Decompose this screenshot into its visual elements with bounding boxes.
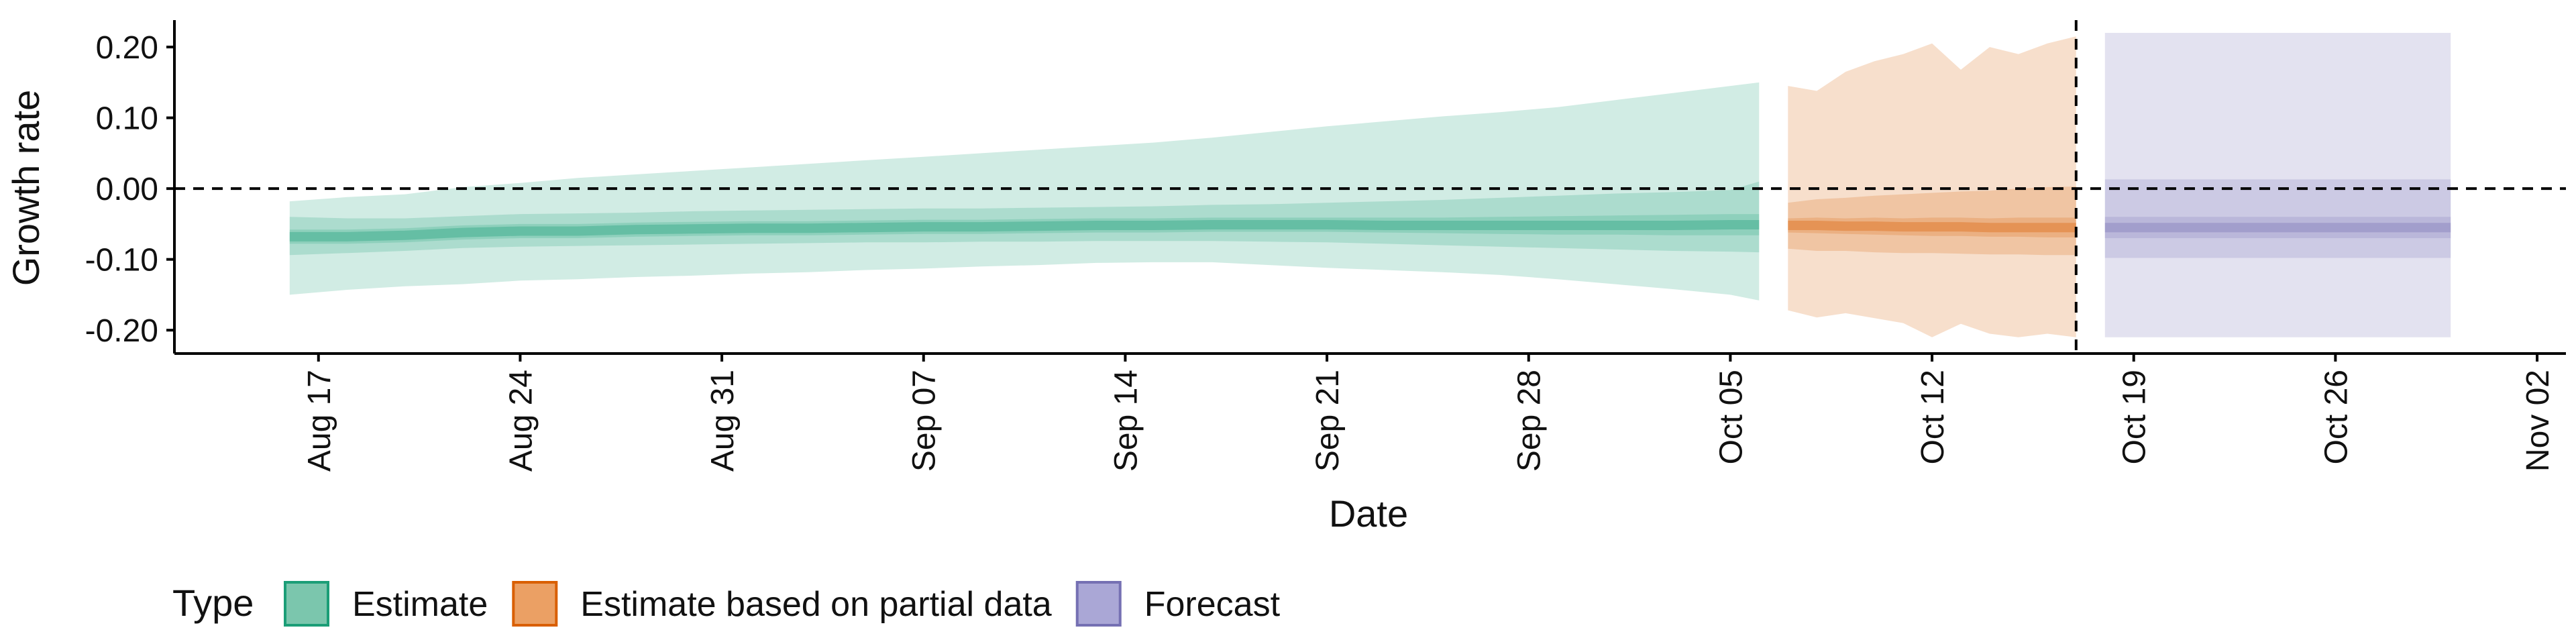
forecast-outer-interval-band (2104, 33, 2451, 337)
y-tick-label: 0.00 (96, 172, 158, 207)
x-tick-label: Sep 21 (1310, 370, 1346, 472)
x-tick-label: Aug 17 (302, 370, 337, 472)
x-tick-label: Sep 28 (1512, 370, 1548, 472)
estimate-legend-swatch (284, 581, 329, 627)
x-axis-title: Date (1329, 492, 1408, 535)
estimate-based-on-partial-data-outer-interval-band (1788, 36, 2076, 337)
forecast-legend-swatch (1075, 581, 1122, 627)
y-axis-title: Growth rate (5, 90, 47, 286)
estimate-inner-interval-band (289, 214, 1760, 244)
interval-bands (289, 33, 2451, 337)
y-tick-label: -0.20 (85, 313, 158, 349)
x-tick-label: Oct 26 (2318, 370, 2354, 464)
estimate-based-on-partial-data-legend-label: Estimate based on partial data (580, 585, 1052, 624)
x-axis-ticks: Aug 17 Aug 24 Aug 31 Sep 07 Sep 14 Sep 21 Sep … (302, 354, 2556, 472)
x-tick-label: Nov 02 (2520, 370, 2556, 472)
x-tick-label: Oct 05 (1713, 370, 1749, 464)
y-tick-label: -0.10 (85, 243, 158, 278)
forecast-inner-interval-band (2104, 217, 2451, 238)
median-lines (289, 220, 2451, 241)
legend: Type Estimate Estimate based on partial d… (172, 581, 1281, 627)
estimate-based-on-partial-data-inner-interval-band (1788, 217, 2076, 237)
estimate-based-on-partial-data-legend-swatch (512, 581, 558, 627)
estimate-based-on-partial-data-median-line (1788, 221, 2076, 233)
x-tick-label: Aug 24 (503, 370, 539, 472)
estimate-mid-interval-band (289, 181, 1760, 256)
forecast-mid-interval-band (2104, 179, 2451, 258)
x-tick-label: Sep 07 (907, 370, 943, 472)
y-axis-ticks: 0.20 0.10 0.00 -0.10 -0.20 (85, 30, 174, 349)
x-tick-label: Sep 14 (1108, 370, 1144, 472)
x-tick-label: Oct 12 (1915, 370, 1951, 464)
x-tick-label: Aug 31 (705, 370, 741, 472)
estimate-median-line (289, 220, 1760, 241)
estimate-outer-interval-band (289, 82, 1760, 301)
y-tick-label: 0.20 (96, 30, 158, 66)
y-tick-label: 0.10 (96, 101, 158, 137)
forecast-legend-label: Forecast (1144, 585, 1281, 624)
x-tick-label: Oct 19 (2117, 370, 2153, 464)
estimate-based-on-partial-data-mid-interval-band (1788, 186, 2076, 256)
legend-title: Type (172, 582, 254, 624)
estimate-legend-label: Estimate (352, 585, 488, 624)
legend-entries: Estimate Estimate based on partial data Fo… (284, 581, 1281, 627)
